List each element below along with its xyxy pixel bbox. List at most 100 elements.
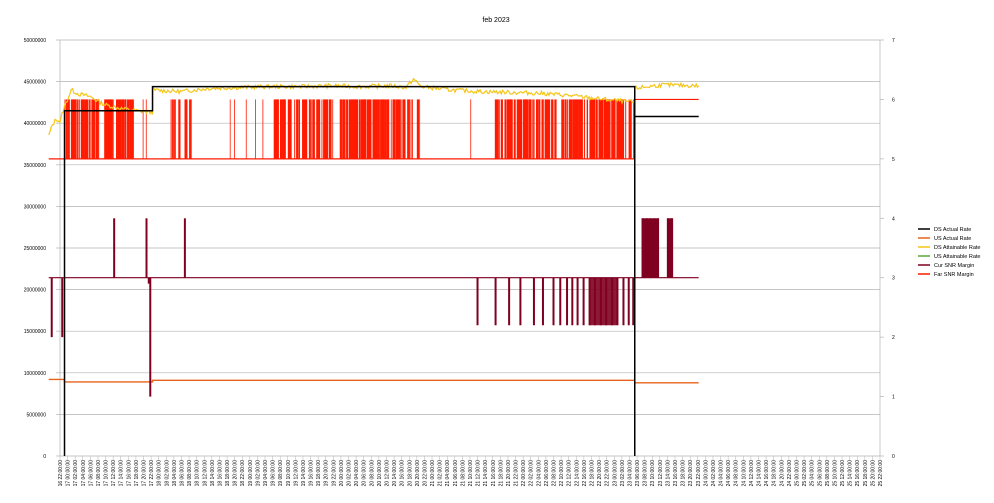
x-tick-label: 22 18:00:00 bbox=[589, 460, 595, 487]
x-tick-label: 23 20:00:00 bbox=[688, 460, 694, 487]
x-tick-label: 18 04:00:00 bbox=[172, 460, 178, 487]
far-snr-block bbox=[366, 99, 370, 159]
cur-snr-block bbox=[588, 277, 617, 326]
far-snr-block bbox=[384, 99, 387, 159]
far-snr-block bbox=[583, 99, 585, 159]
cur-snr-block bbox=[641, 218, 659, 278]
x-tick-label: 21 18:00:00 bbox=[498, 460, 504, 487]
far-snr-block bbox=[284, 99, 286, 159]
far-snr-block bbox=[95, 99, 98, 159]
far-snr-block bbox=[289, 99, 292, 159]
y2-tick-label: 4 bbox=[892, 216, 895, 222]
x-tick-label: 23 16:00:00 bbox=[673, 460, 679, 487]
far-snr-block bbox=[234, 99, 235, 159]
far-snr-block bbox=[116, 99, 118, 159]
far-snr-block bbox=[90, 99, 92, 159]
far-snr-block bbox=[78, 99, 80, 159]
x-tick-label: 23 10:00:00 bbox=[650, 460, 656, 487]
far-snr-block bbox=[416, 99, 420, 159]
x-tick-label: 25 14:00:00 bbox=[848, 460, 854, 487]
far-snr-block bbox=[127, 99, 130, 159]
x-tick-label: 17 16:00:00 bbox=[126, 460, 132, 487]
x-tick-label: 21 06:00:00 bbox=[453, 460, 459, 487]
y2-tick-label: 2 bbox=[892, 335, 895, 341]
x-tick-label: 17 06:00:00 bbox=[88, 460, 94, 487]
x-tick-label: 25 00:00:00 bbox=[794, 460, 800, 487]
x-tick-label: 25 02:00:00 bbox=[802, 460, 808, 487]
x-tick-label: 17 00:00:00 bbox=[66, 460, 72, 487]
x-tick-label: 19 22:00:00 bbox=[331, 460, 337, 487]
y2-tick-label: 7 bbox=[892, 38, 895, 44]
far-snr-block bbox=[590, 99, 592, 159]
x-tick-label: 16 22:00:00 bbox=[58, 460, 64, 487]
far-snr-block bbox=[504, 99, 507, 159]
far-snr-block bbox=[316, 99, 319, 159]
far-snr-block bbox=[630, 99, 632, 159]
far-snr-block bbox=[325, 99, 328, 159]
x-tick-label: 18 20:00:00 bbox=[233, 460, 239, 487]
x-tick-label: 17 20:00:00 bbox=[142, 460, 148, 487]
far-snr-block bbox=[275, 99, 278, 159]
far-snr-block bbox=[568, 99, 572, 159]
far-snr-block bbox=[506, 99, 510, 159]
legend-label: DS Actual Rate bbox=[934, 227, 971, 233]
far-snr-block bbox=[80, 99, 83, 159]
far-snr-block bbox=[625, 99, 627, 159]
y2-tick-label: 6 bbox=[892, 97, 895, 103]
x-tick-label: 20 16:00:00 bbox=[400, 460, 406, 487]
far-snr-block bbox=[616, 99, 619, 159]
x-tick-label: 24 10:00:00 bbox=[741, 460, 747, 487]
x-tick-label: 21 08:00:00 bbox=[460, 460, 466, 487]
far-snr-block bbox=[107, 99, 111, 159]
x-tick-label: 19 20:00:00 bbox=[324, 460, 330, 487]
far-snr-block bbox=[317, 99, 319, 159]
far-snr-block bbox=[592, 99, 595, 159]
far-snr-block bbox=[544, 99, 548, 159]
far-snr-block bbox=[536, 99, 539, 159]
far-snr-block bbox=[96, 99, 99, 159]
x-tick-label: 23 06:00:00 bbox=[635, 460, 641, 487]
series-line-ds-attainable bbox=[48, 77, 700, 135]
x-tick-label: 25 08:00:00 bbox=[825, 460, 831, 487]
far-snr-block bbox=[539, 99, 541, 159]
far-snr-block bbox=[129, 99, 131, 159]
far-snr-block bbox=[609, 99, 611, 159]
x-tick-label: 21 16:00:00 bbox=[491, 460, 497, 487]
far-snr-block bbox=[400, 99, 402, 159]
far-snr-block bbox=[109, 99, 113, 159]
x-tick-label: 23 22:00:00 bbox=[696, 460, 702, 487]
y-tick-label: 40000000 bbox=[24, 121, 46, 127]
gridlines bbox=[60, 39, 880, 457]
chart-title: feb 2023 bbox=[482, 17, 509, 24]
far-snr-block bbox=[273, 99, 277, 159]
far-snr-block bbox=[185, 99, 188, 159]
x-tick-label: 24 00:00:00 bbox=[703, 460, 709, 487]
far-snr-block bbox=[554, 99, 557, 159]
y-tick-label: 35000000 bbox=[24, 163, 46, 169]
far-snr-block bbox=[497, 99, 499, 159]
y-tick-label: 0 bbox=[43, 454, 46, 460]
far-snr-block bbox=[190, 99, 192, 159]
far-snr-block bbox=[294, 99, 296, 159]
far-snr-block bbox=[343, 99, 345, 159]
far-snr-block bbox=[603, 99, 607, 159]
x-tick-label: 19 12:00:00 bbox=[293, 460, 299, 487]
far-snr-block bbox=[67, 99, 69, 159]
y2-tick-label: 1 bbox=[892, 395, 895, 401]
far-snr-block bbox=[567, 99, 569, 159]
far-snr-block bbox=[397, 99, 401, 159]
far-snr-block bbox=[516, 99, 520, 159]
x-tick-label: 22 14:00:00 bbox=[574, 460, 580, 487]
far-snr-block bbox=[358, 99, 361, 159]
x-tick-label: 22 20:00:00 bbox=[597, 460, 603, 487]
y-tick-label: 45000000 bbox=[24, 80, 46, 86]
y-axis-right: 0 1 2 3 4 5 6 7 bbox=[880, 38, 895, 460]
far-snr-block bbox=[377, 99, 380, 159]
x-tick-label: 22 16:00:00 bbox=[582, 460, 588, 487]
x-tick-label: 17 04:00:00 bbox=[81, 460, 87, 487]
far-snr-block bbox=[497, 99, 499, 159]
far-snr-block bbox=[372, 99, 375, 159]
far-snr-block bbox=[589, 99, 591, 159]
x-tick-label: 17 12:00:00 bbox=[111, 460, 117, 487]
x-tick-label: 20 08:00:00 bbox=[369, 460, 375, 487]
